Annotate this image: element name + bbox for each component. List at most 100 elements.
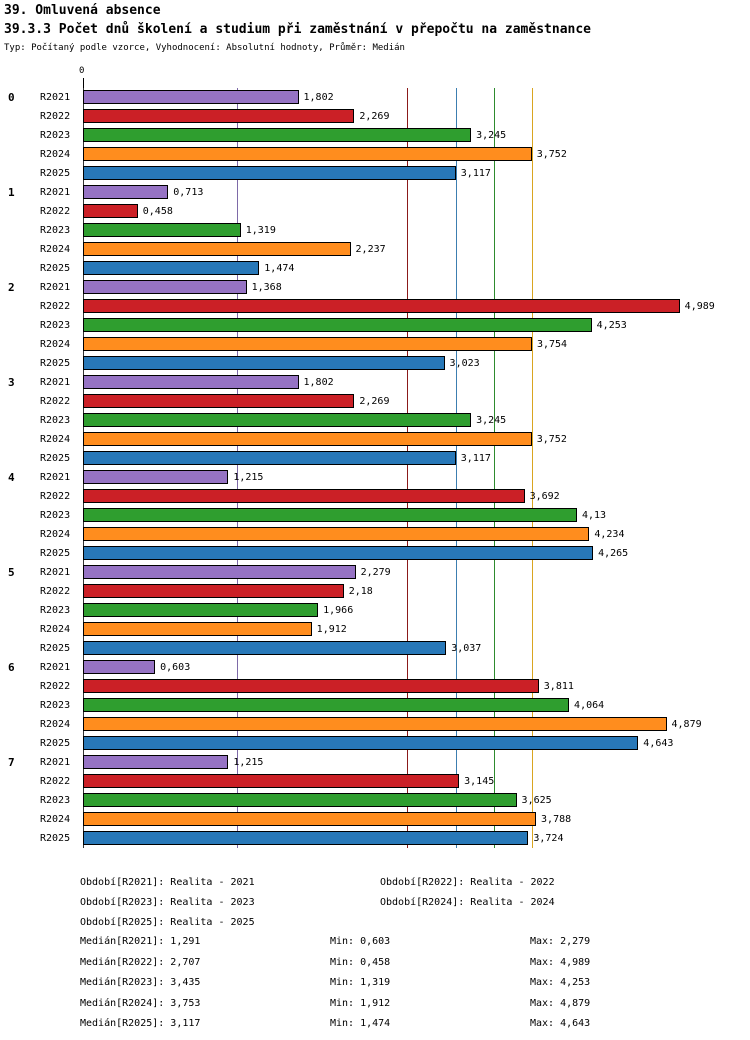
series-label: R2021 — [40, 662, 71, 673]
category-label: 1 — [8, 186, 15, 199]
series-label: R2025 — [40, 168, 71, 179]
chart-title: 39.3.3 Počet dnů školení a studium při z… — [4, 22, 591, 37]
stat-max: Max: 4,879 — [530, 998, 591, 1009]
bar-r2023 — [83, 223, 241, 237]
bar-r2021 — [83, 185, 169, 199]
bar-r2024 — [83, 812, 537, 826]
bar-value-label: 4,234 — [594, 529, 625, 540]
chart-row: R2025 3,117 — [0, 449, 750, 468]
series-label: R2024 — [40, 624, 71, 635]
stat-median: Medián[R2023]: 3,435 — [80, 977, 201, 988]
series-label: R2021 — [40, 187, 71, 198]
series-label: R2024 — [40, 149, 71, 160]
bar-value-label: 0,713 — [173, 187, 204, 198]
category-label: 7 — [8, 756, 15, 769]
stat-min: Min: 0,458 — [330, 957, 391, 968]
chart-row: R2025 3,037 — [0, 639, 750, 658]
bar-value-label: 1,966 — [323, 605, 354, 616]
bar-r2025 — [83, 546, 594, 560]
bar-r2021 — [83, 755, 229, 769]
series-label: R2023 — [40, 700, 71, 711]
chart-row: 4 R2021 1,215 — [0, 468, 750, 487]
category-label: 2 — [8, 281, 15, 294]
bar-value-label: 1,368 — [251, 282, 282, 293]
median-line-r2025 — [456, 88, 457, 848]
series-label: R2021 — [40, 472, 71, 483]
series-label: R2022 — [40, 681, 71, 692]
bar-r2023 — [83, 413, 472, 427]
chart-row: 1 R2021 0,713 — [0, 183, 750, 202]
bar-r2022 — [83, 584, 344, 598]
bar-value-label: 3,724 — [533, 833, 564, 844]
bar-r2022 — [83, 489, 525, 503]
chart-row: R2022 3,145 — [0, 772, 750, 791]
bar-value-label: 3,625 — [521, 795, 552, 806]
median-line-r2023 — [494, 88, 495, 848]
bar-r2025 — [83, 166, 456, 180]
chart-row: R2024 3,754 — [0, 335, 750, 354]
bar-value-label: 3,788 — [541, 814, 572, 825]
series-label: R2021 — [40, 92, 71, 103]
stat-min: Min: 1,912 — [330, 998, 391, 1009]
bar-r2022 — [83, 394, 355, 408]
bar-r2025 — [83, 736, 639, 750]
chart-row: R2025 3,023 — [0, 354, 750, 373]
category-label: 5 — [8, 566, 15, 579]
chart-row: R2022 3,811 — [0, 677, 750, 696]
chart-row: R2023 4,13 — [0, 506, 750, 525]
chart-row: R2022 2,269 — [0, 107, 750, 126]
legend-item: Období[R2021]: Realita - 2021 — [80, 877, 255, 888]
bar-chart-plot: 0 R2021 1,802 R2022 2,269 R2023 3,245 R2024 3,75… — [0, 88, 750, 848]
chart-row: R2025 3,724 — [0, 829, 750, 848]
chart-row: 7 R2021 1,215 — [0, 753, 750, 772]
series-label: R2021 — [40, 757, 71, 768]
series-label: R2023 — [40, 510, 71, 521]
bar-r2024 — [83, 717, 667, 731]
bar-r2024 — [83, 242, 351, 256]
chart-row: R2024 3,752 — [0, 430, 750, 449]
chart-row: R2025 4,265 — [0, 544, 750, 563]
chart-row: 2 R2021 1,368 — [0, 278, 750, 297]
series-label: R2023 — [40, 130, 71, 141]
bar-r2022 — [83, 299, 680, 313]
bar-value-label: 3,245 — [476, 130, 507, 141]
bar-value-label: 3,145 — [464, 776, 495, 787]
stat-min: Min: 1,474 — [330, 1018, 391, 1029]
series-label: R2024 — [40, 719, 71, 730]
series-label: R2024 — [40, 339, 71, 350]
chart-row: R2024 3,788 — [0, 810, 750, 829]
series-label: R2022 — [40, 206, 71, 217]
x-axis-zero-label: 0 — [79, 66, 85, 76]
series-label: R2023 — [40, 320, 71, 331]
bar-value-label: 4,643 — [643, 738, 674, 749]
stat-max: Max: 4,253 — [530, 977, 591, 988]
median-line-r2022 — [407, 88, 408, 848]
series-label: R2021 — [40, 567, 71, 578]
series-label: R2022 — [40, 396, 71, 407]
bar-value-label: 3,752 — [536, 434, 567, 445]
bar-value-label: 4,253 — [596, 320, 627, 331]
bar-r2025 — [83, 261, 260, 275]
bar-r2021 — [83, 280, 247, 294]
series-label: R2025 — [40, 548, 71, 559]
bar-value-label: 4,265 — [598, 548, 629, 559]
series-label: R2025 — [40, 738, 71, 749]
bar-value-label: 2,279 — [360, 567, 391, 578]
chart-subtitle: Typ: Počítaný podle vzorce, Vyhodnocení:… — [4, 43, 405, 53]
median-line-r2021 — [237, 88, 238, 848]
bar-value-label: 1,802 — [303, 92, 334, 103]
stat-median: Medián[R2021]: 1,291 — [80, 936, 201, 947]
series-label: R2021 — [40, 377, 71, 388]
legend-item: Období[R2025]: Realita - 2025 — [80, 917, 255, 928]
bar-r2022 — [83, 204, 138, 218]
series-label: R2022 — [40, 111, 71, 122]
bar-value-label: 3,754 — [536, 339, 568, 350]
bar-r2022 — [83, 679, 539, 693]
y-axis-line — [83, 88, 84, 848]
bar-r2025 — [83, 831, 529, 845]
bar-r2023 — [83, 603, 319, 617]
bar-r2023 — [83, 698, 570, 712]
chart-row: R2025 3,117 — [0, 164, 750, 183]
stat-min: Min: 0,603 — [330, 936, 391, 947]
